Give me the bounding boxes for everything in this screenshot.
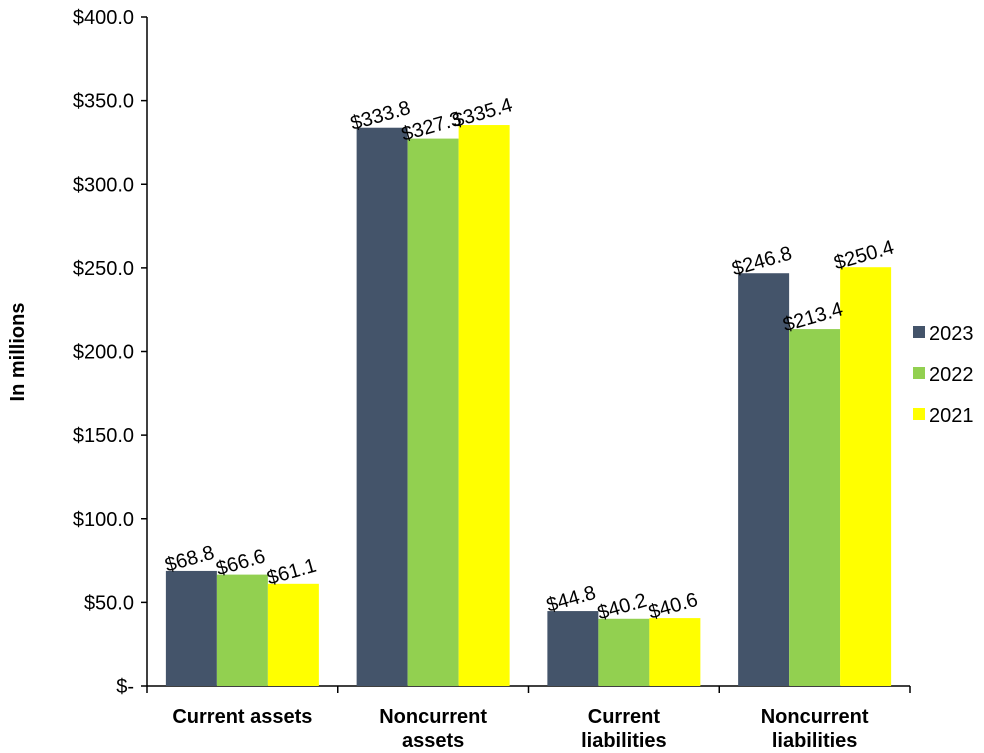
y-tick-label: $400.0 <box>73 7 134 29</box>
x-category-label: Current assets <box>172 706 312 728</box>
bar-2021 <box>649 618 701 686</box>
legend-swatch-2023 <box>913 326 925 338</box>
y-tick-label: $- <box>116 676 134 698</box>
bar-2022 <box>407 138 459 686</box>
y-tick-label: $200.0 <box>73 342 134 364</box>
bar-2022 <box>789 329 841 686</box>
bar-2023 <box>165 570 217 686</box>
y-tick-label: $150.0 <box>73 425 134 447</box>
legend-swatch-2021 <box>913 408 925 420</box>
legend-swatch-2022 <box>913 367 925 379</box>
bar-2021 <box>267 583 319 686</box>
y-axis-title: In millions <box>7 303 29 402</box>
y-tick-label: $300.0 <box>73 174 134 196</box>
y-tick-label: $250.0 <box>73 258 134 280</box>
x-category-label: Noncurrent assets <box>379 706 487 752</box>
legend-label: 2022 <box>929 364 974 386</box>
bar-2021 <box>840 267 892 686</box>
bar-2023 <box>738 273 790 686</box>
x-axis: Current assets Noncurrent assets Current lia… <box>146 685 911 752</box>
bar-2021 <box>458 125 510 686</box>
bar-2022 <box>216 574 268 686</box>
bar-2023 <box>547 611 599 686</box>
bar-2022 <box>598 618 650 686</box>
bar-2023 <box>356 127 408 687</box>
y-tick-label: $50.0 <box>84 592 134 614</box>
legend-label: 2023 <box>929 323 974 345</box>
y-axis: $- $50.0 $100.0 $150.0 $200.0 $250.0 $300.0 $35… <box>73 7 148 698</box>
x-category-label: Noncurrent liabilities <box>761 706 869 752</box>
bars <box>165 125 892 687</box>
y-tick-label: $100.0 <box>73 509 134 531</box>
legend: 2023 2022 2021 <box>913 323 974 427</box>
legend-label: 2021 <box>929 405 974 427</box>
x-category-label: Current liabilities <box>581 706 667 752</box>
y-tick-label: $350.0 <box>73 91 134 113</box>
